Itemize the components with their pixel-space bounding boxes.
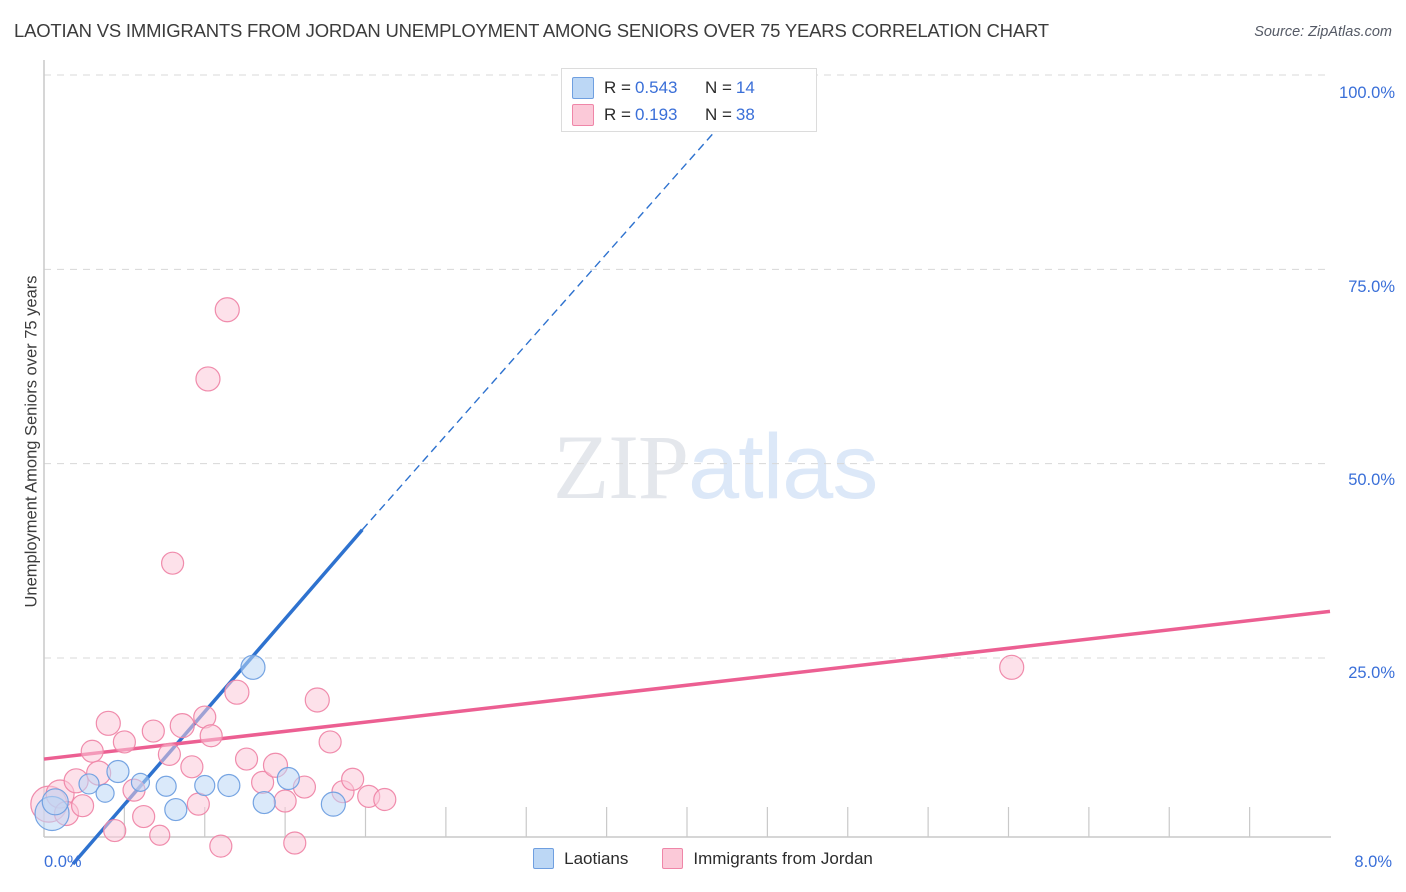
data-point-immigrants-from-jordan-17[interactable] xyxy=(180,755,204,779)
legend-r-value-laotians: 0.543 xyxy=(634,77,678,97)
data-point-laotians-12[interactable] xyxy=(276,766,300,791)
data-point-immigrants-from-jordan-36[interactable] xyxy=(373,787,397,812)
data-point-immigrants-from-jordan-5[interactable] xyxy=(80,739,104,763)
y-tick-label-75: 75.0% xyxy=(1348,278,1395,296)
trendline-immigrants-from-jordan xyxy=(43,609,1331,761)
data-point-immigrants-from-jordan-20[interactable] xyxy=(195,366,221,392)
legend-row-jordan: R = 0.193 N = 38 xyxy=(572,101,806,128)
data-point-laotians-5[interactable] xyxy=(130,772,151,792)
legend-row-laotians: R = 0.543 N = 14 xyxy=(572,74,806,101)
data-point-immigrants-from-jordan-8[interactable] xyxy=(103,818,127,843)
data-point-immigrants-from-jordan-25[interactable] xyxy=(234,747,259,771)
series-legend: Laotians Immigrants from Jordan xyxy=(0,848,1406,869)
series-swatch-jordan xyxy=(662,848,684,869)
legend-swatch-laotians xyxy=(572,76,594,99)
data-point-immigrants-from-jordan-11[interactable] xyxy=(132,804,156,829)
data-point-laotians-11[interactable] xyxy=(252,790,276,815)
series-label-jordan: Immigrants from Jordan xyxy=(693,848,873,868)
legend-swatch-jordan xyxy=(572,103,594,126)
data-point-immigrants-from-jordan-22[interactable] xyxy=(209,834,233,858)
data-point-immigrants-from-jordan-34[interactable] xyxy=(341,767,365,791)
data-point-laotians-2[interactable] xyxy=(78,773,100,795)
data-point-immigrants-from-jordan-29[interactable] xyxy=(283,831,307,855)
data-point-laotians-8[interactable] xyxy=(194,774,216,797)
data-point-laotians-6[interactable] xyxy=(155,775,177,797)
data-point-immigrants-from-jordan-37[interactable] xyxy=(999,654,1025,680)
series-legend-item-jordan[interactable]: Immigrants from Jordan xyxy=(662,848,873,869)
legend-n-label-laotians: N = xyxy=(704,77,732,97)
legend-n-value-jordan: 38 xyxy=(735,104,755,124)
data-point-immigrants-from-jordan-31[interactable] xyxy=(304,687,330,713)
data-point-immigrants-from-jordan-9[interactable] xyxy=(112,730,136,754)
legend-n-value-laotians: 14 xyxy=(735,77,755,97)
data-point-laotians-13[interactable] xyxy=(320,791,346,817)
data-point-laotians-4[interactable] xyxy=(106,759,130,784)
x-tick-label-max: 8.0% xyxy=(1354,853,1392,871)
data-point-immigrants-from-jordan-28[interactable] xyxy=(273,789,297,813)
data-point-laotians-7[interactable] xyxy=(164,797,188,822)
data-point-immigrants-from-jordan-14[interactable] xyxy=(157,742,181,766)
legend-r-label-jordan: R = xyxy=(604,104,631,124)
series-legend-item-laotians[interactable]: Laotians xyxy=(533,848,628,869)
data-point-immigrants-from-jordan-7[interactable] xyxy=(95,710,121,736)
legend-r-value-jordan: 0.193 xyxy=(634,104,678,124)
data-point-immigrants-from-jordan-21[interactable] xyxy=(199,724,223,748)
data-point-immigrants-from-jordan-18[interactable] xyxy=(186,792,210,816)
data-point-laotians-9[interactable] xyxy=(217,773,241,798)
series-points-laotians xyxy=(34,654,346,832)
series-points-immigrants-from-jordan xyxy=(30,297,1025,858)
source-attribution: Source: ZipAtlas.com xyxy=(1254,24,1392,40)
trendline-extension-laotians xyxy=(361,86,756,531)
data-point-immigrants-from-jordan-13[interactable] xyxy=(149,824,171,846)
data-point-immigrants-from-jordan-15[interactable] xyxy=(161,551,185,575)
correlation-legend: R = 0.543 N = 14 R = 0.193 N = 38 xyxy=(561,68,817,132)
y-tick-label-100: 100.0% xyxy=(1339,84,1395,102)
series-swatch-laotians xyxy=(533,848,555,869)
data-point-immigrants-from-jordan-24[interactable] xyxy=(224,679,250,705)
data-point-immigrants-from-jordan-23[interactable] xyxy=(214,297,240,323)
legend-r-label-laotians: R = xyxy=(604,77,631,97)
y-tick-label-50: 50.0% xyxy=(1348,471,1395,489)
data-point-laotians-1[interactable] xyxy=(41,788,69,816)
legend-n-label-jordan: N = xyxy=(704,104,732,124)
x-tick-label-min: 0.0% xyxy=(44,853,82,871)
series-label-laotians: Laotians xyxy=(564,848,629,868)
data-point-immigrants-from-jordan-4[interactable] xyxy=(70,794,95,818)
page-title: LAOTIAN VS IMMIGRANTS FROM JORDAN UNEMPL… xyxy=(14,20,1049,41)
data-point-laotians-10[interactable] xyxy=(240,654,266,680)
data-point-laotians-3[interactable] xyxy=(95,783,115,803)
trendline-laotians xyxy=(71,528,364,866)
data-point-immigrants-from-jordan-16[interactable] xyxy=(169,713,195,739)
y-tick-label-25: 25.0% xyxy=(1348,664,1395,682)
data-point-immigrants-from-jordan-12[interactable] xyxy=(141,719,165,743)
data-point-immigrants-from-jordan-32[interactable] xyxy=(318,730,342,754)
